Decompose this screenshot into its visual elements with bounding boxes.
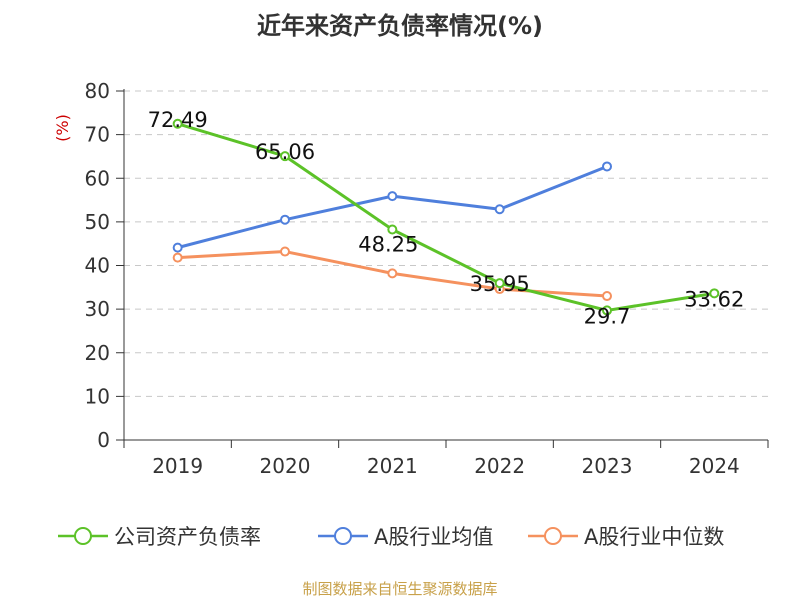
y-tick-label: 20 <box>85 341 110 365</box>
x-tick-label: 2020 <box>260 454 311 478</box>
y-tick-label: 0 <box>97 428 110 452</box>
data-label: 29.7 <box>584 304 631 328</box>
legend-label: 公司资产负债率 <box>114 525 261 549</box>
y-axis-label: (%) <box>53 114 72 142</box>
x-tick-label: 2024 <box>689 454 740 478</box>
data-point <box>280 246 290 257</box>
y-tick-label: 40 <box>85 254 110 278</box>
legend-line-marker <box>528 527 578 545</box>
x-tick-label: 2022 <box>474 454 525 478</box>
series-line <box>177 122 715 312</box>
data-point <box>387 191 398 202</box>
data-label: 65.06 <box>255 140 315 164</box>
axis-layer: 0 10 20 30 40 50 60 70 80 2019 2020 2021 2022 2023 202… <box>85 79 769 478</box>
y-tick-label: 60 <box>85 166 110 190</box>
y-tick-label: 70 <box>85 123 110 147</box>
data-point <box>280 151 290 162</box>
legend-label: A股行业中位数 <box>584 525 725 549</box>
data-point <box>494 204 505 215</box>
data-label: 33.62 <box>684 287 744 311</box>
data-label-layer: 72.49 65.06 48.25 35.95 29.7 33.62 <box>148 108 745 329</box>
data-point <box>387 224 398 235</box>
data-point <box>172 242 183 253</box>
y-tick-label: 30 <box>85 297 110 321</box>
data-point <box>494 278 505 289</box>
legend-item-industry-mean[interactable]: A股行业均值 <box>318 518 493 554</box>
legend-item-company[interactable]: 公司资产负债率 <box>58 518 261 554</box>
legend-line-marker <box>318 527 368 545</box>
x-tick-label: 2019 <box>152 454 203 478</box>
legend-line-marker <box>58 527 108 545</box>
data-label: 72.49 <box>148 108 208 132</box>
data-point <box>602 291 612 302</box>
data-point <box>709 288 720 299</box>
data-point <box>602 161 612 172</box>
legend-label: A股行业均值 <box>374 525 494 549</box>
data-label: 48.25 <box>358 233 418 257</box>
source-note: 制图数据来自恒生聚源数据库 <box>302 580 498 598</box>
data-point <box>172 252 183 263</box>
data-point <box>280 214 290 225</box>
series-layer <box>172 118 720 316</box>
data-label: 35.95 <box>470 272 530 296</box>
y-tick-label: 50 <box>85 210 110 234</box>
x-tick-label: 2023 <box>582 454 633 478</box>
legend-item-industry-median[interactable]: A股行业中位数 <box>528 518 724 554</box>
legend: 公司资产负债率 A股行业均值 A股行业中位数 <box>0 518 800 554</box>
data-point <box>602 305 612 316</box>
grid-layer <box>124 90 768 397</box>
data-point <box>172 118 183 129</box>
data-point <box>387 268 398 279</box>
chart-title: 近年来资产负债率情况(%) <box>257 12 543 40</box>
x-tick-label: 2021 <box>367 454 418 478</box>
y-tick-label: 80 <box>85 79 110 103</box>
y-tick-label: 10 <box>85 384 110 408</box>
